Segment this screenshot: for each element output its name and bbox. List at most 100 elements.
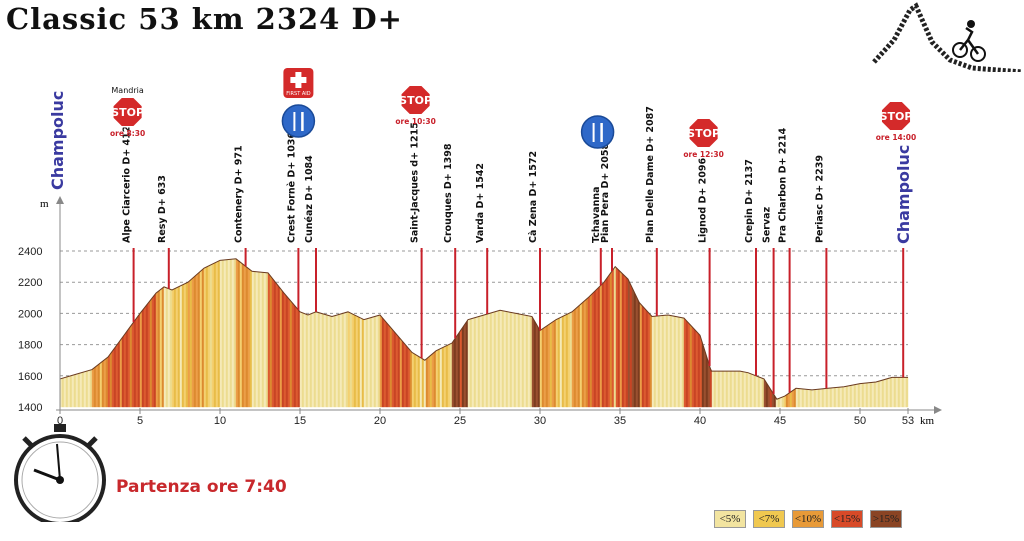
profile-strip: [713, 370, 717, 408]
profile-strip: [201, 267, 205, 408]
profile-strip: [879, 380, 883, 408]
profile-strip: [851, 384, 855, 408]
profile-strip: [897, 377, 901, 408]
profile-strip: [827, 387, 831, 408]
profile-strip: [287, 297, 291, 408]
waypoint-label: Alpe Ciarcerio D+ 412: [122, 126, 133, 243]
profile-strip: [657, 315, 661, 408]
profile-strip: [531, 315, 535, 408]
profile-strip: [163, 286, 167, 408]
profile-strip: [161, 286, 165, 408]
profile-strip: [619, 270, 623, 408]
profile-strip: [805, 389, 809, 408]
elevation-profile: [59, 258, 909, 408]
legend-item: >15%: [870, 510, 902, 528]
profile-strip: [661, 315, 665, 408]
profile-strip: [749, 373, 753, 408]
profile-strip: [801, 388, 805, 408]
profile-strip: [307, 313, 311, 408]
profile-strip: [377, 314, 381, 408]
profile-strip: [549, 321, 553, 408]
profile-strip: [883, 378, 887, 408]
profile-strip: [301, 312, 305, 408]
profile-strip: [445, 344, 449, 408]
profile-strip: [421, 358, 425, 408]
profile-strip: [507, 311, 511, 408]
profile-strip: [393, 330, 397, 408]
profile-strip: [99, 361, 103, 408]
profile-strip: [669, 315, 673, 408]
profile-strip: [655, 315, 659, 408]
profile-strip: [693, 328, 697, 408]
profile-strip: [227, 259, 231, 408]
profile-strip: [607, 273, 611, 408]
profile-strip: [605, 276, 609, 408]
profile-strip: [329, 315, 333, 408]
profile-strip: [755, 375, 759, 408]
profile-strip: [309, 313, 313, 408]
profile-strip: [665, 314, 669, 408]
profile-strip: [113, 345, 117, 408]
profile-strip: [321, 313, 325, 408]
profile-strip: [339, 313, 343, 408]
y-tick-label: 1400: [18, 402, 42, 414]
profile-strip: [557, 317, 561, 408]
profile-strip: [569, 311, 573, 408]
profile-strip: [173, 287, 177, 408]
profile-strip: [699, 335, 703, 408]
profile-strip: [737, 370, 741, 408]
profile-strip: [765, 381, 769, 408]
profile-strip: [495, 310, 499, 408]
profile-strip: [291, 301, 295, 408]
profile-strip: [741, 371, 745, 408]
profile-strip: [323, 313, 327, 408]
profile-strip: [107, 353, 111, 408]
profile-strip: [299, 311, 303, 408]
profile-strip: [599, 283, 603, 408]
profile-strip: [279, 287, 283, 408]
profile-strip: [505, 311, 509, 408]
profile-strip: [189, 278, 193, 408]
profile-strip: [101, 359, 105, 408]
profile-strip: [559, 316, 563, 408]
profile-strip: [649, 313, 653, 408]
profile-strip: [547, 323, 551, 408]
profile-strip: [151, 295, 155, 408]
profile-strip: [61, 377, 65, 408]
profile-strip: [585, 297, 589, 408]
profile-strip: [349, 312, 353, 408]
profile-strip: [527, 315, 531, 408]
profile-strip: [187, 280, 191, 408]
profile-strip: [229, 258, 233, 408]
checkpoint-time: ore 12:30: [683, 150, 723, 159]
waypoint-label: Pian Pera D+ 2058: [600, 143, 611, 243]
profile-strip: [803, 388, 807, 408]
profile-strip: [89, 369, 93, 408]
profile-strip: [147, 300, 151, 408]
profile-strip: [423, 358, 427, 408]
profile-strip: [355, 315, 359, 408]
profile-strip: [103, 358, 107, 408]
waypoint-labels: Alpe Ciarcerio D+ 412 Resy D+ 633 Contener…: [122, 106, 826, 243]
profile-strip: [901, 377, 905, 408]
profile-strip: [537, 326, 541, 408]
profile-strip: [689, 324, 693, 408]
profile-strip: [169, 288, 173, 408]
profile-strip: [213, 261, 217, 408]
profile-strip: [105, 356, 109, 408]
y-tick-label: 2400: [18, 246, 42, 258]
profile-strip: [123, 331, 127, 408]
profile-strip: [381, 316, 385, 408]
profile-strip: [69, 375, 73, 408]
profile-strip: [109, 351, 113, 408]
end-label: Champoluc: [894, 145, 913, 244]
profile-strip: [93, 366, 97, 408]
profile-strip: [809, 389, 813, 408]
x-axis-arrow: [934, 406, 942, 414]
profile-strip: [65, 376, 69, 408]
profile-strip: [145, 302, 149, 408]
profile-strip: [629, 283, 633, 408]
x-tick-label: 0: [57, 415, 63, 427]
profile-strip: [865, 382, 869, 408]
profile-strip: [207, 264, 211, 408]
